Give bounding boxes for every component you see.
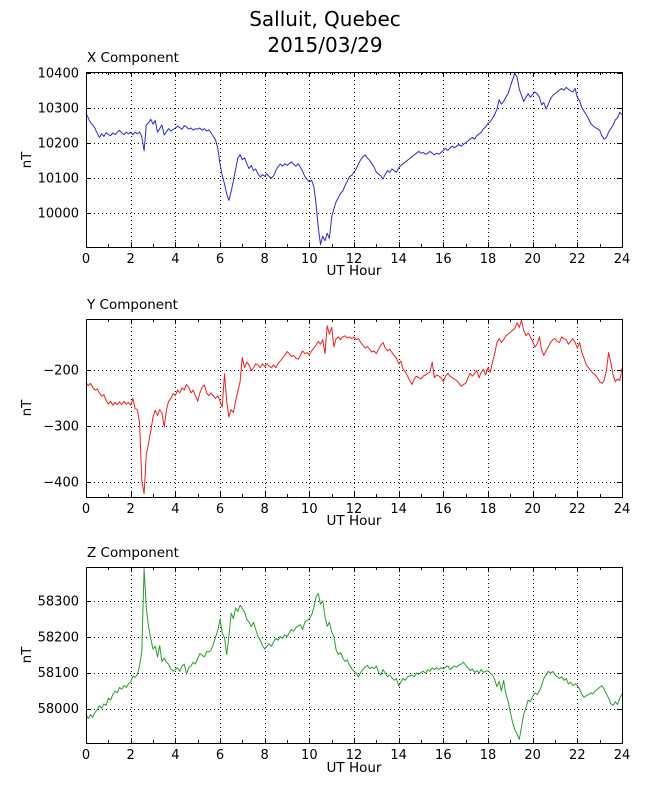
- subplot-y-xlabel: UT Hour: [326, 513, 382, 529]
- x-tick-label: 2: [127, 502, 135, 517]
- x-tick-label: 12: [346, 252, 363, 267]
- x-tick-label: 20: [524, 748, 541, 763]
- x-tick-label: 20: [524, 252, 541, 267]
- x-tick-label: 20: [524, 502, 541, 517]
- x-tick-label: 22: [569, 502, 586, 517]
- subplot-y-ylabel: nT: [19, 399, 35, 417]
- figure-title: Salluit, Quebec: [249, 7, 401, 31]
- x-tick-label: 18: [480, 252, 497, 267]
- plot-border: [86, 72, 623, 248]
- x-tick-label: 6: [216, 252, 224, 267]
- x-tick-label: 14: [390, 502, 407, 517]
- y-tick-label: 10100: [38, 172, 79, 187]
- x-tick-label: 22: [569, 252, 586, 267]
- x-tick-label: 18: [480, 502, 497, 517]
- subplot-z-ylabel: nT: [19, 646, 35, 664]
- subplot-x-xlabel: UT Hour: [326, 263, 382, 279]
- x-tick-label: 24: [614, 748, 631, 763]
- subplot-z-title: Z Component: [87, 545, 179, 561]
- subplot-z-xlabel: UT Hour: [326, 760, 382, 776]
- x-tick-label: 8: [261, 252, 269, 267]
- y-tick-label: 10400: [38, 67, 79, 82]
- x-tick-label: 8: [261, 502, 269, 517]
- x-tick-label: 6: [216, 748, 224, 763]
- subplot-x-ylabel: nT: [19, 151, 35, 169]
- y-tick-label: 10300: [38, 102, 79, 117]
- series-line-Y: [85, 319, 623, 495]
- x-tick-label: 14: [390, 252, 407, 267]
- x-tick-label: 10: [301, 502, 318, 517]
- x-tick-label: 22: [569, 748, 586, 763]
- x-tick-label: 0: [82, 252, 90, 267]
- y-tick-label: 58000: [38, 702, 79, 717]
- x-tick-label: 10: [301, 252, 318, 267]
- x-tick-label: 0: [82, 748, 90, 763]
- plot-border: [86, 567, 623, 744]
- x-tick-label: 6: [216, 502, 224, 517]
- x-tick-label: 16: [435, 502, 452, 517]
- subplot-0: 0 2 4 6 8 10 12 14 16 18 20 22 241000010100102001030…: [38, 67, 631, 267]
- subplot-y-title: Y Component: [87, 297, 178, 313]
- x-tick-label: 0: [82, 502, 90, 517]
- x-tick-label: 4: [171, 748, 179, 763]
- figure-date: 2015/03/29: [267, 33, 383, 57]
- y-tick-label: −400: [43, 475, 79, 490]
- series-line-X: [85, 72, 623, 246]
- x-tick-label: 24: [614, 252, 631, 267]
- x-tick-label: 18: [480, 748, 497, 763]
- y-tick-label: 58200: [38, 630, 79, 645]
- x-tick-label: 4: [171, 252, 179, 267]
- x-tick-label: 10: [301, 748, 318, 763]
- x-tick-label: 14: [390, 748, 407, 763]
- x-tick-label: 12: [346, 748, 363, 763]
- y-tick-label: 58300: [38, 595, 79, 610]
- y-tick-label: −200: [43, 363, 79, 378]
- x-tick-label: 12: [346, 502, 363, 517]
- y-tick-label: 10000: [38, 207, 79, 222]
- x-tick-label: 16: [435, 748, 452, 763]
- y-tick-label: −300: [43, 419, 79, 434]
- subplot-2: 0 2 4 6 8 10 12 14 16 18 20 22 245800058100582005830…: [38, 567, 631, 763]
- series-line-Z: [85, 568, 623, 740]
- x-tick-label: 8: [261, 748, 269, 763]
- y-tick-label: 58100: [38, 666, 79, 681]
- x-tick-label: 16: [435, 252, 452, 267]
- subplot-x-title: X Component: [87, 50, 179, 66]
- x-tick-label: 24: [614, 502, 631, 517]
- plot-border: [86, 319, 623, 498]
- x-tick-label: 2: [127, 252, 135, 267]
- y-tick-label: 10200: [38, 137, 79, 152]
- x-tick-label: 2: [127, 748, 135, 763]
- subplot-1: 0 2 4 6 8 10 12 14 16 18 20 22 24−400−300−200: [43, 319, 630, 517]
- x-tick-label: 4: [171, 502, 179, 517]
